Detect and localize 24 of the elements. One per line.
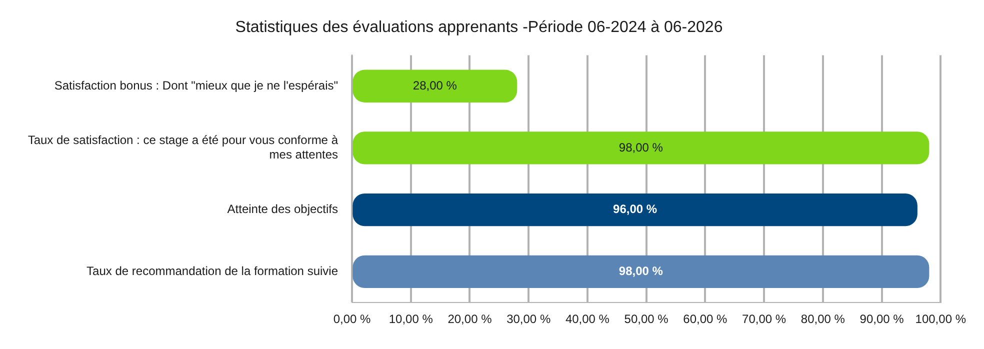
x-tick-label: 40,00 % (565, 312, 610, 326)
bar (352, 70, 518, 102)
data-label: 28,00 % (412, 78, 458, 92)
y-tick-label: Atteinte des objectifs (227, 202, 338, 216)
data-label: 98,00 % (618, 264, 664, 278)
x-tick-label: 0,00 % (333, 312, 372, 326)
bar (352, 255, 930, 288)
y-tick-label: Satisfaction bonus : Dont "mieux que je ne l'espérais" (54, 78, 338, 92)
x-tick-label: 70,00 % (742, 312, 786, 326)
bar (352, 132, 930, 164)
x-tick-label: 30,00 % (506, 312, 551, 326)
y-tick-label: Taux de satisfaction : ce stage a été pour vous conforme à mes attentes (28, 133, 338, 162)
y-tick-label: Taux de recommandation de la formation suivie (86, 264, 338, 278)
data-label: 98,00 % (618, 140, 664, 154)
x-tick-label: 80,00 % (800, 312, 846, 326)
x-tick-label: 20,00 % (448, 312, 492, 326)
bar (352, 193, 918, 226)
x-tick-label: 10,00 % (388, 312, 434, 326)
x-tick-label: 60,00 % (683, 312, 728, 326)
chart-title: Statistiques des évaluations apprenants -Période 06-2024 à 06-2026 (235, 19, 723, 36)
x-tick-label: 50,00 % (624, 312, 669, 326)
x-tick-label: 100,00 % (915, 312, 966, 326)
data-label: 96,00 % (613, 202, 658, 216)
x-tick-label: 90,00 % (860, 312, 904, 326)
